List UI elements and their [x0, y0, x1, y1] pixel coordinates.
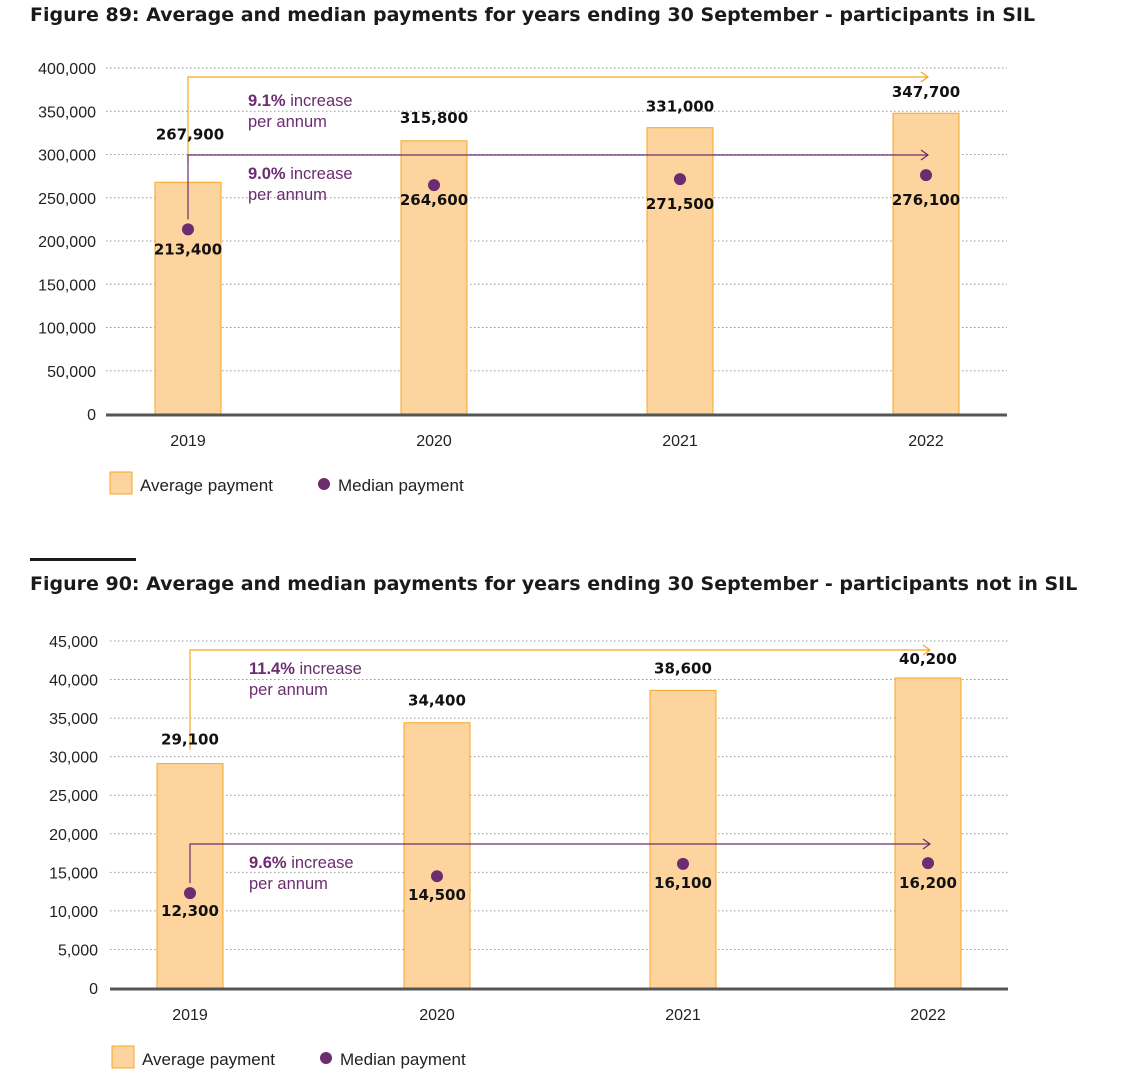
figure-89-chart: 0 50,000 100,000 150,000 200,000 250,000 300,0…	[38, 61, 1007, 495]
y-tick-label: 5,000	[58, 942, 98, 959]
y-tick-label: 15,000	[49, 865, 98, 882]
data-label-average: 267,900	[156, 125, 224, 143]
y-tick-label: 300,000	[38, 148, 96, 165]
data-label-average: 29,100	[161, 731, 219, 749]
legend-label-average: Average payment	[140, 476, 273, 495]
bar-average-payment	[154, 181, 222, 415]
legend-swatch-median	[318, 478, 330, 490]
median-growth-annotation-suffix: increase	[287, 854, 354, 872]
y-tick-label: 150,000	[38, 277, 96, 294]
data-label-average: 38,600	[654, 659, 712, 677]
average-growth-annotation-suffix: increase	[286, 92, 353, 110]
point-median-payment	[431, 870, 443, 883]
average-growth-annotation-line2: per annum	[248, 113, 327, 131]
average-growth-annotation: 11.4% increase	[249, 660, 362, 678]
average-growth-arrow	[189, 649, 930, 750]
median-growth-arrow-head	[920, 149, 930, 161]
y-tick-label: 30,000	[49, 750, 98, 767]
data-label-median: 276,100	[892, 191, 960, 209]
average-growth-annotation-rate: 9.1%	[248, 92, 286, 110]
median-growth-annotation: 9.6% increase	[249, 854, 354, 872]
y-tick-label: 200,000	[38, 234, 96, 251]
bar-average-payment	[894, 677, 962, 989]
y-tick-label: 0	[89, 981, 98, 998]
point-median-payment	[922, 857, 934, 870]
x-tick-label: 2022	[908, 433, 944, 450]
legend-label-median: Median payment	[340, 1050, 466, 1069]
median-growth-arrow	[189, 843, 930, 884]
median-growth-annotation-line2: per annum	[248, 186, 327, 204]
x-tick-label: 2021	[665, 1007, 701, 1024]
point-median-payment	[428, 179, 440, 192]
data-label-average: 34,400	[408, 692, 466, 710]
x-tick-label: 2020	[416, 433, 452, 450]
section-divider	[30, 558, 136, 561]
figure-89-title: Figure 89: Average and median payments f…	[30, 4, 1036, 26]
median-growth-annotation: 9.0% increase	[248, 165, 353, 183]
x-tick-label: 2022	[910, 1007, 946, 1024]
x-tick-label: 2019	[172, 1007, 208, 1024]
average-growth-arrow	[187, 76, 928, 163]
data-label-average: 40,200	[899, 650, 957, 668]
data-label-average: 315,800	[400, 109, 468, 127]
legend-label-average: Average payment	[142, 1050, 275, 1069]
data-label-average: 347,700	[892, 83, 960, 101]
data-label-median: 271,500	[646, 195, 714, 213]
average-growth-annotation-rate: 11.4%	[249, 660, 295, 678]
data-label-average: 331,000	[646, 98, 714, 116]
average-growth-arrow-head	[922, 644, 932, 656]
x-tick-label: 2019	[170, 433, 206, 450]
y-tick-label: 25,000	[49, 788, 98, 805]
point-median-payment	[677, 857, 689, 870]
bar-average-payment	[403, 722, 471, 989]
point-median-payment	[674, 173, 686, 186]
data-label-median: 213,400	[154, 240, 222, 258]
y-tick-label: 35,000	[49, 711, 98, 728]
y-tick-label: 40,000	[49, 673, 98, 690]
point-median-payment	[920, 169, 932, 182]
median-growth-annotation-rate: 9.6%	[249, 854, 287, 872]
point-median-payment	[184, 887, 196, 900]
median-growth-arrow	[187, 154, 928, 220]
y-tick-label: 0	[87, 407, 96, 424]
data-label-median: 264,600	[400, 191, 468, 209]
y-tick-label: 20,000	[49, 827, 98, 844]
median-growth-arrow-head	[922, 838, 932, 850]
data-label-median: 12,300	[161, 902, 219, 920]
y-tick-label: 45,000	[49, 634, 98, 651]
legend-swatch-median	[320, 1052, 332, 1064]
y-tick-label: 50,000	[47, 364, 96, 381]
median-growth-annotation-rate: 9.0%	[248, 165, 286, 183]
y-tick-label: 250,000	[38, 191, 96, 208]
data-label-median: 16,200	[899, 874, 957, 892]
average-growth-annotation-line2: per annum	[249, 681, 328, 699]
x-tick-label: 2020	[419, 1007, 455, 1024]
legend-swatch-average	[109, 471, 133, 495]
bar-average-payment	[649, 689, 717, 989]
data-label-median: 14,500	[408, 886, 466, 904]
legend-swatch-average	[111, 1045, 135, 1069]
point-median-payment	[182, 223, 194, 236]
median-growth-annotation-line2: per annum	[249, 875, 328, 893]
data-label-median: 16,100	[654, 874, 712, 892]
legend-label-median: Median payment	[338, 476, 464, 495]
average-growth-arrow-head	[920, 71, 930, 83]
bar-average-payment	[892, 112, 960, 415]
y-tick-label: 400,000	[38, 61, 96, 78]
y-tick-label: 100,000	[38, 321, 96, 338]
y-tick-label: 10,000	[49, 904, 98, 921]
median-growth-annotation-suffix: increase	[286, 165, 353, 183]
average-growth-annotation: 9.1% increase	[248, 92, 353, 110]
x-tick-label: 2021	[662, 433, 698, 450]
average-growth-annotation-suffix: increase	[295, 660, 362, 678]
y-tick-label: 350,000	[38, 104, 96, 121]
figure-90-title: Figure 90: Average and median payments f…	[30, 573, 1078, 595]
